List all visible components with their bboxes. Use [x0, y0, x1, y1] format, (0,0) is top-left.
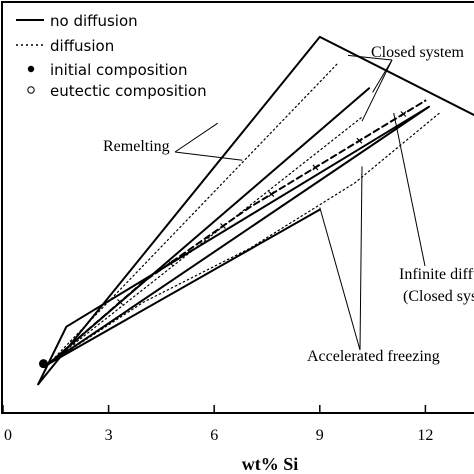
legend-label-initial-composition: initial composition — [50, 61, 187, 79]
series-marker — [117, 299, 123, 305]
annotation-pointer — [319, 207, 361, 351]
series-line-8 — [48, 112, 441, 365]
annotation-pointer — [347, 54, 393, 61]
annotation-remelting: Remelting — [103, 138, 170, 155]
series-marker — [400, 111, 407, 117]
x-axis-label: wt% Si — [242, 454, 299, 474]
x-tick-label: 12 — [417, 427, 433, 444]
legend-label-diffusion: diffusion — [50, 37, 114, 55]
x-tick-label: 9 — [316, 427, 324, 444]
legend-marker-open — [27, 86, 35, 94]
annotation-infinite-diffusion: Infinite diffusion — [399, 266, 474, 283]
annotation-infinite-diffusion-line2: (Closed system) — [403, 288, 474, 305]
series-line-9 — [47, 99, 427, 365]
x-tick-label: 3 — [105, 427, 113, 444]
legend-background — [8, 10, 228, 102]
x-tick-label: 0 — [4, 427, 12, 444]
legend-label-no-diffusion: no diffusion — [50, 12, 138, 30]
x-axis-ticks: 0 3 6 9 12 — [2, 405, 433, 444]
annotation-pointer — [174, 151, 243, 161]
annotation-pointer — [359, 166, 363, 351]
x-tick-label: 6 — [210, 427, 218, 444]
series-marker — [356, 137, 363, 144]
marker-layer — [38, 111, 407, 369]
series-marker — [167, 260, 174, 266]
series-line-5 — [47, 208, 321, 365]
annotation-pointer — [393, 112, 426, 267]
series-line-1 — [37, 35, 474, 386]
annotation-closed-system: Closed system — [371, 44, 464, 61]
series-marker — [312, 164, 319, 171]
annotation-pointer — [372, 59, 393, 93]
legend-label-eutectic-composition: eutectic composition — [50, 82, 207, 100]
annotation-pointer — [174, 122, 218, 153]
series-line-3 — [37, 105, 430, 386]
series-line-4 — [47, 105, 430, 365]
series-line-7 — [48, 116, 363, 365]
series-marker — [220, 223, 226, 229]
series-marker — [268, 191, 275, 198]
plot-frame — [1, 1, 474, 414]
legend-marker-filled — [27, 65, 35, 73]
annotation-accelerated-freezing: Accelerated freezing — [307, 348, 440, 365]
annotation-pointer — [361, 59, 393, 122]
series-marker — [69, 340, 76, 347]
pointer-layer — [174, 54, 426, 351]
series-line-6 — [48, 63, 338, 365]
initial-composition-point — [38, 359, 48, 369]
